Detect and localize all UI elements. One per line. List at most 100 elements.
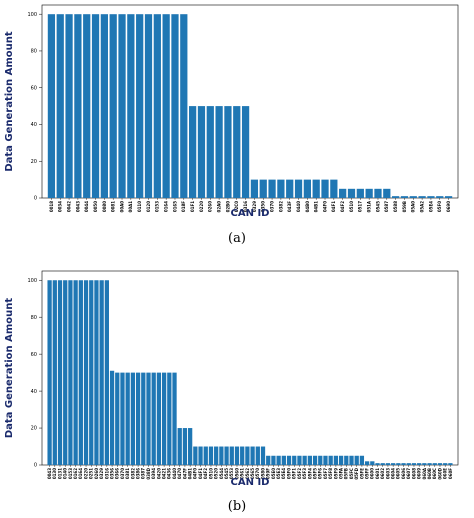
x-tick-label: 02A0 [217,201,222,213]
x-tick-label: 0164 [78,468,83,479]
bar [214,446,219,465]
x-tick-label: 0366 [115,468,120,479]
x-tick-label: 0421 [162,468,167,479]
bar [271,455,276,465]
bar [375,463,380,465]
x-tick-label: 04F2 [340,201,345,212]
bar [125,372,130,465]
x-tick-label: 05FE [359,468,364,479]
x-tick-label: 05FC [349,468,354,479]
bar [302,455,307,465]
bar [344,455,349,465]
y-axis-label: Data Generation Amount [4,31,15,172]
bar [78,280,83,465]
x-tick-label: 0387 [141,468,146,479]
bar [349,455,354,465]
x-tick-label: 038D [146,467,151,479]
x-tick-label: 0034 [58,201,63,212]
bar [109,14,117,199]
bar [356,188,364,198]
x-tick-label: 0042 [66,201,71,212]
plot-frame [41,4,459,199]
y-tick-label: 0 [34,463,37,469]
bar [118,14,126,199]
x-tick-label: 0260 [94,468,99,479]
x-tick-label: 05A0 [411,201,416,213]
bar [172,372,177,465]
bar [83,280,89,465]
bar [224,446,229,465]
bar [83,14,91,199]
bar [219,446,224,465]
bar [281,455,286,465]
bar [63,280,68,465]
x-tick-label: 0604 [391,468,396,479]
x-tick-label: 0510 [349,201,354,212]
x-tick-label: 0081 [111,201,116,212]
bar [189,106,197,198]
x-tick-label: 0436 [167,468,172,479]
bar [443,463,448,465]
bar [94,280,99,465]
x-tick-label: 0517 [358,201,363,212]
x-tick-label: 05F7 [323,468,328,479]
bar [448,463,453,465]
y-tick-label: 40 [31,122,37,128]
x-tick-label: 05F4 [307,468,312,479]
x-tick-label: 0251 [89,468,94,479]
bar [161,372,167,465]
bar [100,14,108,199]
bar [135,372,141,465]
x-tick-label: 060F [448,468,453,479]
x-tick-label: 060D [437,467,442,479]
bar [374,188,382,198]
bar [411,463,417,465]
x-tick-label: 0440 [296,201,301,212]
bar [208,446,214,465]
bar [406,463,411,465]
bar [250,179,259,198]
bar [323,455,328,465]
bar [292,455,297,465]
bar [234,446,240,465]
bar [215,106,223,198]
x-tick-label: 060C [432,468,437,479]
x-tick-label: 0381 [125,468,130,479]
bar [277,179,285,198]
x-tick-label: 018F [181,201,186,212]
x-tick-label: 060A [422,467,427,479]
bar [297,455,302,465]
x-tick-label: 0603 [385,468,390,479]
bar [330,179,338,198]
bar [436,196,444,198]
bar [203,446,208,465]
x-tick-label: 0440 [172,468,177,479]
bar [333,455,339,465]
bar [328,455,333,465]
x-tick-label: 0580 [260,468,265,479]
x-tick-label: 0329 [252,201,257,212]
bar [180,14,188,199]
bar [268,179,276,198]
y-tick-label: 100 [27,12,37,18]
bar [115,372,120,465]
x-tick-label: 05FD [354,467,359,479]
bar [339,188,347,198]
bar [312,179,320,198]
x-tick-label: 0162 [73,468,78,479]
bar [104,280,109,465]
x-tick-label: 0131 [57,468,62,479]
y-tick-label: 60 [31,352,37,358]
x-tick-label: 0606 [401,468,406,479]
bar [255,446,260,465]
x-tick-label: 0560 [234,468,239,479]
x-tick-label: 0130 [52,468,57,479]
x-tick-label: 00A0 [119,201,124,213]
x-tick-label: 05FF [365,468,370,479]
bar [312,455,318,465]
y-tick-label: 0 [34,196,37,202]
bar [109,370,115,465]
y-tick-label: 20 [31,159,37,165]
x-tick-label: 0316 [104,468,109,479]
bar [73,280,78,465]
